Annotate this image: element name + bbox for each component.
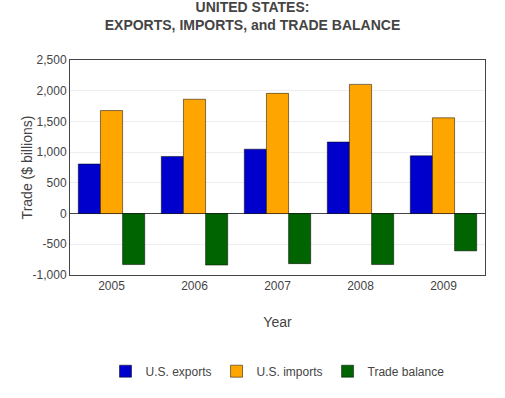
svg-text:2005: 2005: [98, 279, 125, 293]
svg-text:Trade ($ billions): Trade ($ billions): [19, 116, 35, 220]
svg-text:-500: -500: [43, 237, 67, 251]
svg-text:2009: 2009: [430, 279, 457, 293]
svg-text:Year: Year: [263, 314, 292, 330]
svg-text:1,500: 1,500: [37, 115, 67, 129]
svg-text:UNITED STATES:EXPORTS, IMPORTS: UNITED STATES:EXPORTS, IMPORTS, and TRAD…: [105, 0, 401, 33]
svg-text:2,000: 2,000: [37, 84, 67, 98]
svg-text:Trade balance: Trade balance: [368, 365, 445, 379]
svg-text:2007: 2007: [264, 279, 291, 293]
svg-text:U.S. imports: U.S. imports: [257, 365, 323, 379]
svg-text:2,500: 2,500: [37, 53, 67, 67]
svg-text:0: 0: [60, 207, 67, 221]
svg-text:2008: 2008: [347, 279, 374, 293]
svg-text:-1,000: -1,000: [33, 268, 67, 282]
svg-text:2006: 2006: [181, 279, 208, 293]
svg-text:U.S. exports: U.S. exports: [146, 365, 212, 379]
svg-text:1,000: 1,000: [37, 145, 67, 159]
svg-text:500: 500: [47, 176, 67, 190]
